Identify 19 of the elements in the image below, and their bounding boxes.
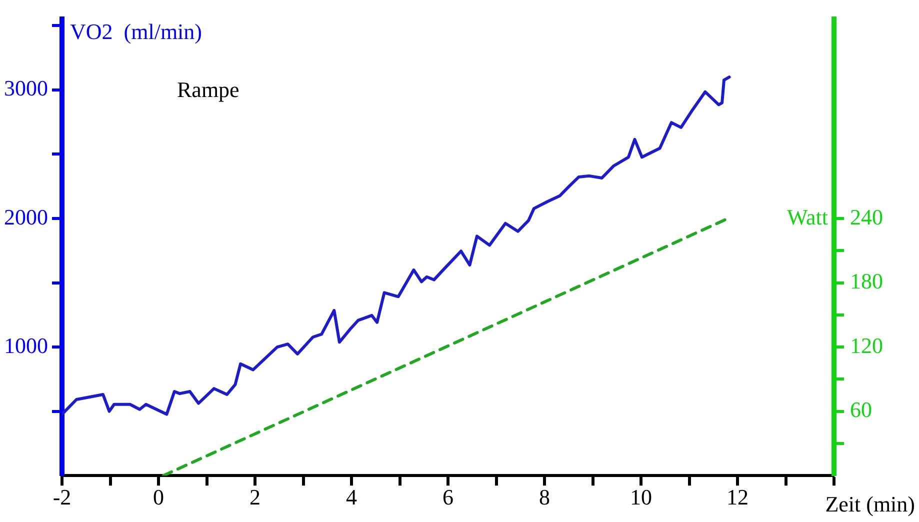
x-tick-label: 6 <box>442 484 454 510</box>
x-tick-label: -2 <box>52 484 72 510</box>
x-tick-label: 0 <box>153 484 164 510</box>
y2-tick-label: 120 <box>850 332 883 358</box>
y-tick-label: 1000 <box>4 332 48 358</box>
annotation: Rampe <box>177 76 240 102</box>
x-tick-label: 8 <box>539 484 550 510</box>
y2-tick-label: 240 <box>850 204 883 230</box>
x-tick-label: 12 <box>726 484 748 510</box>
y-axis-title: VO2 (ml/min) <box>70 18 202 44</box>
x-tick-label: 2 <box>250 484 260 510</box>
y-tick-label: 3000 <box>4 76 48 101</box>
y2-tick-label: 60 <box>850 397 872 422</box>
x-tick-label: 4 <box>346 484 357 510</box>
x-tick-label: 10 <box>630 484 652 510</box>
y2-tick-label: 180 <box>850 268 883 294</box>
y-tick-label: 2000 <box>4 204 48 230</box>
y2-axis-title: Watt <box>787 204 828 230</box>
x-axis-title: Zeit (min) <box>825 491 915 516</box>
